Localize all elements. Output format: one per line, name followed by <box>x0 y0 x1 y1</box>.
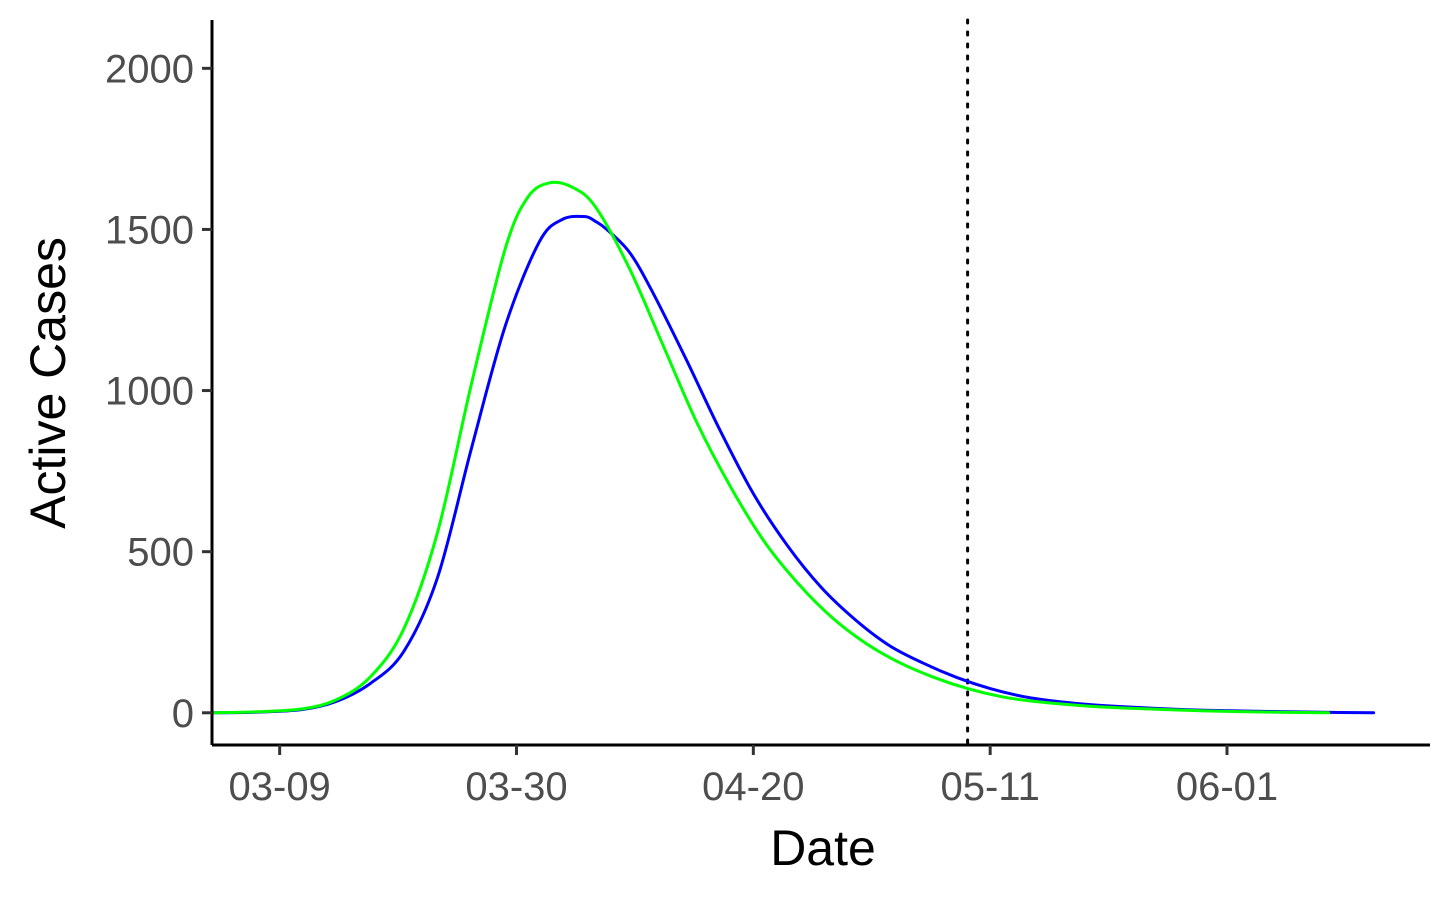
x-tick-label: 03-30 <box>465 765 567 809</box>
x-tick-label: 04-20 <box>702 765 804 809</box>
y-tick-label: 500 <box>127 531 194 575</box>
x-axis-title: Date <box>770 820 876 876</box>
y-tick-label: 1000 <box>105 370 194 414</box>
x-axis-ticks: 03-09 03-30 04-20 05-11 06-01 <box>229 745 1278 809</box>
x-tick-label: 06-01 <box>1176 765 1278 809</box>
series-line-1 <box>210 214 1376 715</box>
series-line-2 <box>210 180 1330 715</box>
y-tick-label: 1500 <box>105 208 194 252</box>
plot-area <box>210 18 1376 747</box>
y-axis-title: Active Cases <box>20 237 76 529</box>
x-tick-label: 03-09 <box>229 765 331 809</box>
y-axis-ticks: 0 500 1000 1500 2000 <box>105 47 212 736</box>
x-tick-label: 05-11 <box>940 765 1039 809</box>
y-tick-label: 2000 <box>105 47 194 91</box>
axes: 0 500 1000 1500 2000 03-09 03-30 04-20 05-11 06-… <box>105 20 1430 809</box>
y-tick-label: 0 <box>172 692 194 736</box>
